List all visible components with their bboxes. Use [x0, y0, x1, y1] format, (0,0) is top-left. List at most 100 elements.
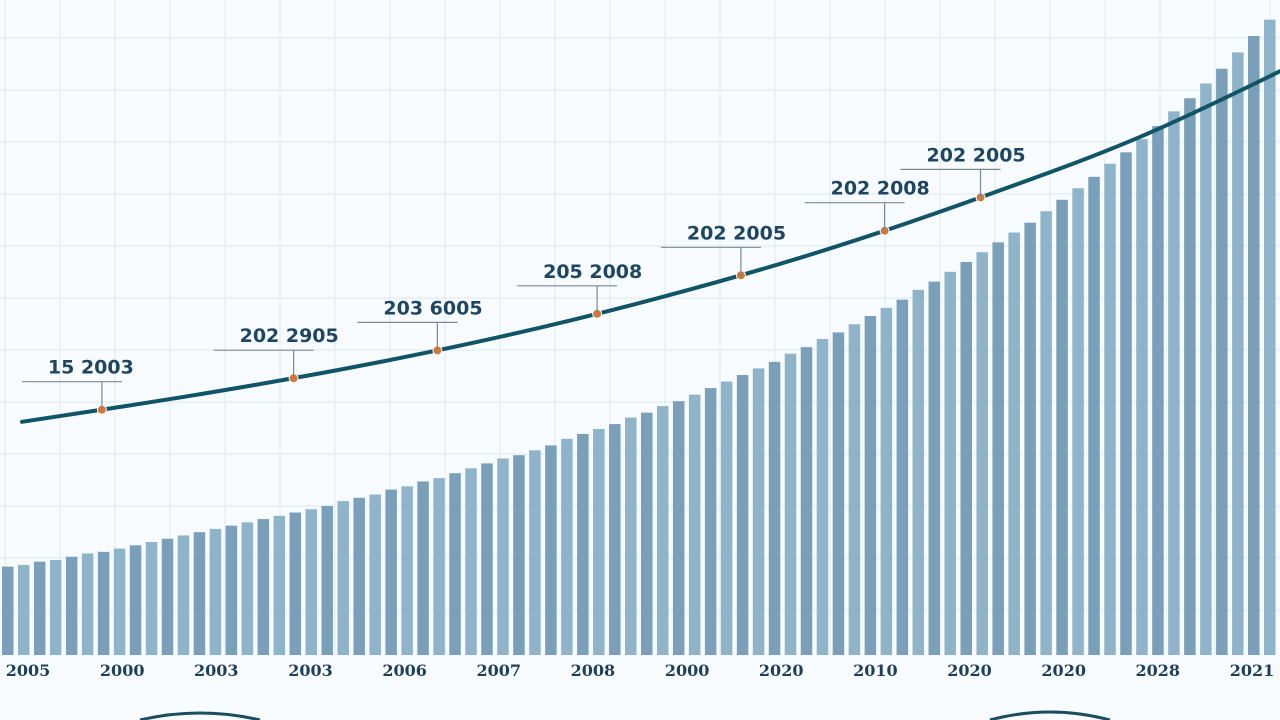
bar	[49, 560, 62, 655]
grid-lines	[0, 0, 1280, 655]
x-axis-ticks: 2005 2000 2003 2003 2006 2007 2008 2000 2020 2010…	[6, 661, 1275, 680]
bar	[1264, 19, 1276, 655]
annotation-label: 203 6005	[383, 297, 482, 319]
bar	[353, 497, 365, 655]
bar	[225, 525, 238, 655]
annotations: 15 2003 202 2905 203 6005 205 2008 202 2005 2…	[21, 144, 1026, 410]
bar	[609, 424, 621, 655]
bar	[433, 478, 445, 655]
bar	[81, 553, 94, 655]
bar	[912, 289, 925, 655]
bar	[241, 522, 254, 655]
bar	[129, 545, 142, 655]
bar	[1008, 232, 1020, 655]
annotation-label: 202 2005	[927, 144, 1026, 166]
bar	[1088, 176, 1100, 655]
bar	[784, 353, 797, 655]
bar	[1104, 163, 1116, 655]
bar	[976, 252, 988, 655]
bar	[561, 438, 573, 655]
bar	[577, 433, 589, 655]
bar	[1072, 188, 1084, 655]
bar	[928, 281, 941, 655]
decorative-arc-right	[989, 710, 1111, 720]
bar	[417, 481, 429, 655]
bar	[688, 394, 701, 655]
bar	[529, 450, 541, 655]
x-tick-label: 2021	[1230, 661, 1275, 680]
bar	[401, 486, 413, 655]
bar	[848, 324, 861, 655]
bottom-decoration	[139, 710, 1111, 720]
bar	[65, 556, 78, 655]
bar	[1024, 222, 1036, 655]
x-tick-label: 2003	[194, 661, 239, 680]
bar	[17, 564, 30, 655]
bar	[33, 561, 46, 655]
bar	[800, 347, 813, 655]
bar	[321, 505, 333, 655]
bar	[481, 463, 493, 655]
bar	[1200, 83, 1212, 655]
bar	[816, 338, 829, 655]
trend-line	[20, 69, 1280, 424]
bar	[960, 262, 972, 655]
bar	[832, 332, 845, 655]
annotation-label: 15 2003	[48, 357, 134, 379]
bar	[752, 368, 765, 655]
bar	[864, 316, 877, 655]
bar	[944, 271, 957, 655]
bar	[768, 361, 781, 655]
annotation-label: 202 2005	[687, 222, 786, 244]
annotation-label: 202 2008	[831, 178, 930, 200]
bar	[641, 412, 653, 655]
bar	[209, 528, 222, 655]
bar	[145, 542, 158, 655]
bar	[385, 489, 397, 655]
bar	[1152, 126, 1164, 656]
x-tick-label: 2028	[1136, 661, 1181, 680]
bar	[1232, 52, 1244, 655]
bar	[161, 538, 174, 655]
x-tick-label: 2008	[571, 661, 616, 680]
bar	[593, 429, 605, 655]
bar	[2, 566, 14, 655]
bar	[625, 417, 637, 655]
bar	[257, 519, 270, 655]
bar	[720, 381, 733, 655]
x-tick-label: 2020	[947, 661, 992, 680]
x-tick-label: 2007	[477, 661, 522, 680]
bar	[1184, 98, 1196, 655]
bar	[465, 468, 477, 655]
decorative-arc-left	[139, 711, 261, 720]
x-tick-label: 2005	[6, 661, 51, 680]
bar	[337, 501, 349, 655]
bar	[305, 509, 318, 655]
bar	[273, 515, 286, 655]
bar	[656, 406, 669, 655]
bar	[97, 551, 110, 655]
bar-series	[2, 19, 1276, 656]
bar	[1120, 152, 1132, 656]
bar	[449, 473, 461, 655]
x-tick-label: 2003	[288, 661, 333, 680]
bar	[992, 242, 1004, 655]
x-tick-label: 2020	[1041, 661, 1086, 680]
bar	[513, 455, 525, 655]
bar	[545, 445, 557, 655]
bar	[289, 512, 302, 655]
bar	[896, 299, 909, 655]
bar	[736, 374, 749, 655]
bar	[113, 548, 126, 655]
bar	[1056, 199, 1068, 655]
bar	[672, 401, 685, 655]
bar	[1248, 36, 1260, 655]
x-tick-label: 2020	[759, 661, 804, 680]
annotation-label: 202 2905	[240, 325, 339, 347]
bar	[193, 532, 206, 655]
bar	[704, 388, 717, 655]
trend-line-path	[20, 69, 1280, 424]
annotation-label: 205 2008	[543, 261, 642, 283]
